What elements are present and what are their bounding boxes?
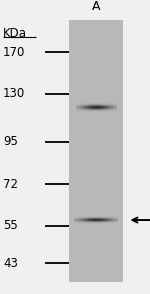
- Text: 95: 95: [3, 135, 18, 148]
- Text: 55: 55: [3, 219, 18, 232]
- Text: 170: 170: [3, 46, 25, 59]
- Text: A: A: [92, 0, 100, 13]
- Text: KDa: KDa: [3, 27, 27, 40]
- Text: 43: 43: [3, 257, 18, 270]
- Bar: [69, 20, 123, 282]
- Text: 130: 130: [3, 87, 25, 100]
- Text: 72: 72: [3, 178, 18, 191]
